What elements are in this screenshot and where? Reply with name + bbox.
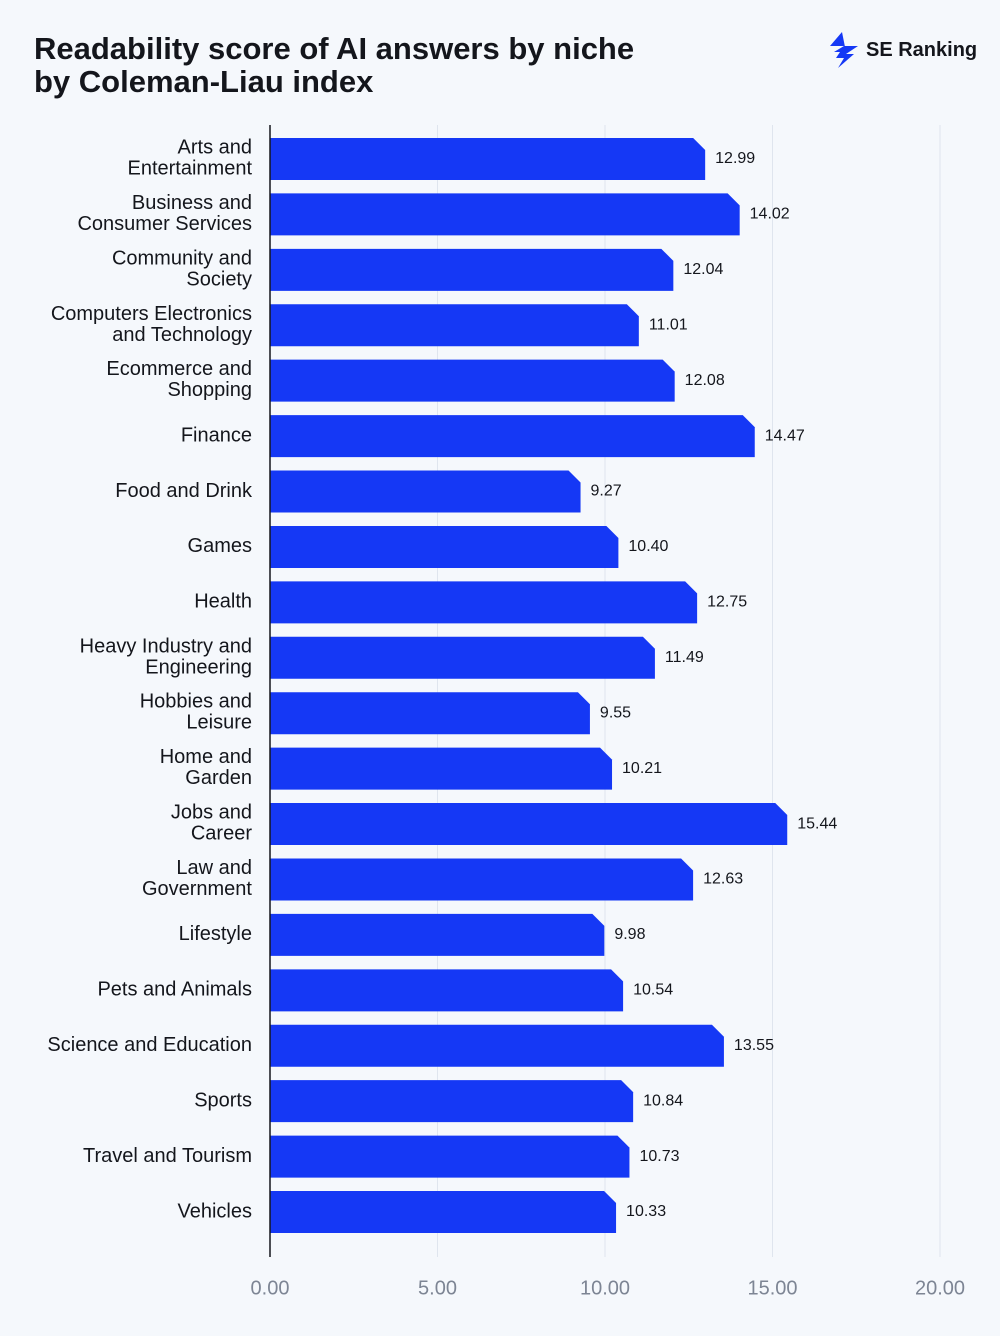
- x-tick-label: 20.00: [915, 1277, 965, 1299]
- bar: [270, 304, 639, 347]
- bar: [270, 636, 655, 679]
- bar: [270, 138, 706, 180]
- bar: [270, 581, 698, 624]
- x-tick-label: 5.00: [418, 1277, 457, 1299]
- y-tick-label: Health: [194, 591, 252, 613]
- value-label: 10.73: [639, 1148, 679, 1165]
- y-tick-label: Games: [188, 535, 252, 557]
- value-label: 14.47: [765, 427, 805, 444]
- bar: [270, 969, 624, 1012]
- logo-icon: [830, 32, 858, 68]
- logo: SE Ranking: [828, 32, 977, 68]
- x-tick-label: 10.00: [580, 1277, 630, 1299]
- value-label: 9.98: [614, 926, 645, 943]
- bar: [270, 193, 740, 236]
- value-label: 10.54: [633, 982, 673, 999]
- y-tick-label: Finance: [181, 424, 252, 446]
- value-label: 9.55: [600, 704, 631, 721]
- y-tick-label: Sports: [194, 1089, 252, 1111]
- chart-title: Readability score of AI answers by niche…: [34, 31, 635, 99]
- x-tick-label: 15.00: [747, 1277, 797, 1299]
- y-tick-label: Food and Drink: [115, 480, 253, 502]
- value-label: 9.27: [591, 483, 622, 500]
- bar: [270, 1080, 634, 1123]
- bar: [270, 359, 675, 402]
- y-tick-label: Science and Education: [47, 1034, 252, 1056]
- y-tick-label: Arts and Entertainment: [127, 137, 252, 180]
- bar: [270, 1024, 724, 1067]
- x-tick-label: 0.00: [251, 1277, 290, 1299]
- value-label: 14.02: [750, 206, 790, 223]
- value-label: 10.40: [628, 538, 668, 555]
- y-tick-label: Business and Consumer Services: [77, 192, 252, 235]
- y-tick-label: Ecommerce and Shopping: [106, 358, 252, 401]
- bar: [270, 803, 788, 846]
- bar: [270, 858, 694, 901]
- value-label: 12.63: [703, 871, 743, 888]
- value-label: 11.49: [665, 649, 704, 666]
- bar: [270, 913, 605, 956]
- value-label: 10.21: [622, 760, 662, 777]
- y-tick-label: Pets and Animals: [97, 979, 252, 1001]
- value-label: 10.84: [643, 1092, 683, 1109]
- y-tick-label: Vehicles: [178, 1200, 253, 1222]
- bar: [270, 415, 755, 458]
- y-tick-label: Jobs and Career: [171, 802, 253, 845]
- y-tick-label: Computers Electronics and Technology: [51, 303, 252, 346]
- y-tick-label: Heavy Industry and Engineering: [80, 636, 252, 679]
- value-label: 12.99: [715, 150, 755, 167]
- bar: [270, 525, 619, 568]
- value-label: 15.44: [797, 815, 837, 832]
- y-tick-label: Hobbies and Leisure: [140, 691, 252, 734]
- bar: [270, 1191, 617, 1233]
- y-tick-label: Law and Government: [142, 857, 252, 900]
- y-tick-label: Community and Society: [112, 248, 252, 291]
- brand: SE Ranking: [866, 38, 978, 61]
- value-label: 12.04: [683, 261, 723, 278]
- value-label: 13.55: [734, 1037, 774, 1054]
- y-tick-label: Travel and Tourism: [83, 1145, 252, 1167]
- bar: [270, 1135, 630, 1178]
- bar: [270, 747, 613, 790]
- value-label: 11.01: [649, 316, 688, 333]
- y-tick-label: Home and Garden: [160, 746, 252, 789]
- value-label: 10.33: [626, 1203, 666, 1220]
- value-label: 12.08: [685, 372, 725, 389]
- bar: [270, 692, 590, 735]
- y-tick-label: Lifestyle: [179, 923, 252, 945]
- bar: [270, 248, 674, 291]
- bar: [270, 470, 581, 513]
- value-label: 12.75: [707, 594, 747, 611]
